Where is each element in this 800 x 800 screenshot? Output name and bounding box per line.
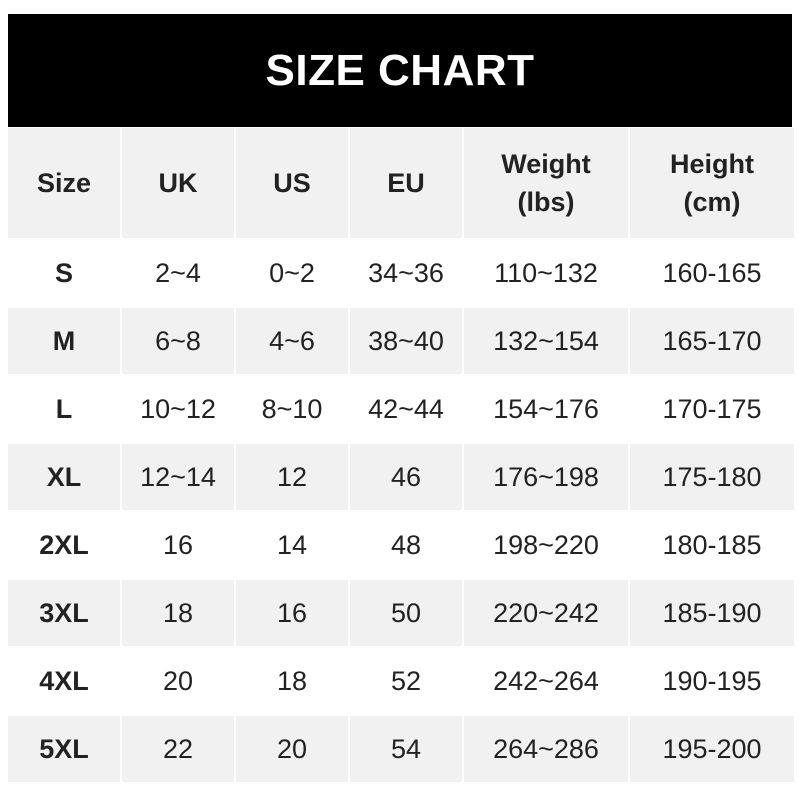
- table-cell: 176~198: [464, 444, 628, 510]
- column-header-text: Weight: [501, 149, 591, 179]
- table-cell: 190-195: [630, 648, 794, 714]
- table-cell: 220~242: [464, 580, 628, 646]
- table-row: 5XL 22 20 54 264~286 195-200: [8, 716, 794, 782]
- table-cell: 48: [350, 512, 462, 578]
- size-label-cell: XL: [8, 444, 120, 510]
- column-header-text: Size: [36, 168, 92, 198]
- table-cell: 242~264: [464, 648, 628, 714]
- table-row: XL 12~14 12 46 176~198 175-180: [8, 444, 794, 510]
- column-header: EU: [350, 128, 462, 238]
- table-cell: 2~4: [122, 240, 234, 306]
- table-cell: 16: [236, 580, 348, 646]
- table-cell: 0~2: [236, 240, 348, 306]
- column-header: US: [236, 128, 348, 238]
- table-cell: 38~40: [350, 308, 462, 374]
- column-header-text: US: [273, 168, 311, 198]
- table-cell: 54: [350, 716, 462, 782]
- table-cell: 198~220: [464, 512, 628, 578]
- size-label-cell: 5XL: [8, 716, 120, 782]
- table-cell: 12: [236, 444, 348, 510]
- table-cell: 20: [122, 648, 234, 714]
- table-cell: 154~176: [464, 376, 628, 442]
- column-header-text: Height: [670, 149, 754, 179]
- size-label-cell: 3XL: [8, 580, 120, 646]
- table-cell: 170-175: [630, 376, 794, 442]
- table-cell: 165-170: [630, 308, 794, 374]
- size-table: Size UK US EU Weight (lbs) Height (cm) S 2~4 0~2 3…: [6, 126, 796, 784]
- table-cell: 12~14: [122, 444, 234, 510]
- column-header-text: UK: [158, 168, 198, 198]
- table-cell: 160-165: [630, 240, 794, 306]
- table-cell: 34~36: [350, 240, 462, 306]
- size-label-cell: M: [8, 308, 120, 374]
- size-label-cell: 2XL: [8, 512, 120, 578]
- table-cell: 6~8: [122, 308, 234, 374]
- table-cell: 16: [122, 512, 234, 578]
- table-cell: 180-185: [630, 512, 794, 578]
- table-cell: 18: [236, 648, 348, 714]
- table-cell: 175-180: [630, 444, 794, 510]
- size-label-cell: 4XL: [8, 648, 120, 714]
- table-cell: 185-190: [630, 580, 794, 646]
- table-row: 2XL 16 14 48 198~220 180-185: [8, 512, 794, 578]
- table-cell: 14: [236, 512, 348, 578]
- table-cell: 50: [350, 580, 462, 646]
- table-cell: 10~12: [122, 376, 234, 442]
- table-cell: 46: [350, 444, 462, 510]
- size-label-cell: L: [8, 376, 120, 442]
- table-row: M 6~8 4~6 38~40 132~154 165-170: [8, 308, 794, 374]
- chart-title: SIZE CHART: [8, 14, 792, 127]
- column-header: Weight (lbs): [464, 128, 628, 238]
- column-header: UK: [122, 128, 234, 238]
- column-header: Size: [8, 128, 120, 238]
- column-header-text: (cm): [683, 187, 741, 217]
- table-cell: 18: [122, 580, 234, 646]
- table-cell: 52: [350, 648, 462, 714]
- table-cell: 8~10: [236, 376, 348, 442]
- column-header-text: EU: [387, 168, 425, 198]
- table-cell: 22: [122, 716, 234, 782]
- size-label-cell: S: [8, 240, 120, 306]
- table-cell: 195-200: [630, 716, 794, 782]
- table-row: 3XL 18 16 50 220~242 185-190: [8, 580, 794, 646]
- table-row: 4XL 20 18 52 242~264 190-195: [8, 648, 794, 714]
- table-cell: 110~132: [464, 240, 628, 306]
- table-cell: 42~44: [350, 376, 462, 442]
- size-chart: SIZE CHART Size UK US EU Weight (lbs) Height (c…: [8, 14, 794, 784]
- table-row: L 10~12 8~10 42~44 154~176 170-175: [8, 376, 794, 442]
- table-cell: 20: [236, 716, 348, 782]
- table-cell: 4~6: [236, 308, 348, 374]
- header-row: Size UK US EU Weight (lbs) Height (cm): [8, 128, 794, 238]
- table-cell: 132~154: [464, 308, 628, 374]
- table-cell: 264~286: [464, 716, 628, 782]
- table-row: S 2~4 0~2 34~36 110~132 160-165: [8, 240, 794, 306]
- column-header-text: (lbs): [517, 187, 575, 217]
- column-header: Height (cm): [630, 128, 794, 238]
